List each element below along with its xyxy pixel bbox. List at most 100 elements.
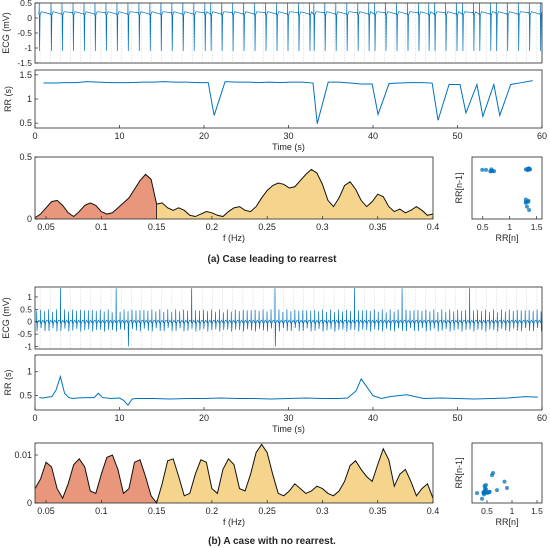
plot-area [35, 355, 542, 410]
x-tick-label: 0.05 [37, 506, 55, 516]
poincare-point [486, 490, 490, 495]
rr-chart-case-a: 0.5 1 1.5 0 10 20 30 40 50 60 RR (s) Time (s) [3, 69, 547, 152]
y-tick-label: 0.01 [14, 450, 32, 460]
plot-frame [34, 442, 434, 504]
x-tick-label: 0 [32, 131, 37, 141]
y-tick-label: 0.5 [19, 118, 32, 128]
poincare-chart-case-a: 0.5 1 1.5 RR[n-1] RR[n] [454, 156, 543, 243]
x-tick-label: 0 [32, 413, 37, 423]
x-tick-label: 0.3 [316, 222, 329, 232]
psd-chart-case-b: 0 0.01 0.05 0.1 0.15 0.2 0.25 0.3 0.35 0.4 f (Hz) [14, 442, 440, 527]
plot-frame [34, 286, 543, 350]
x-tick-label: 0.4 [427, 506, 440, 516]
poincare-point [489, 169, 494, 174]
x-tick-label: 60 [537, 131, 547, 141]
poincare-point [523, 167, 528, 172]
y-tick-label: 0 [27, 13, 32, 23]
poincare-point [495, 488, 499, 493]
plot-frame [471, 442, 543, 504]
y-tick-label: 0 [27, 214, 32, 224]
x-tick-label: 10 [114, 413, 124, 423]
x-tick-label: 50 [452, 131, 462, 141]
poincare-point [480, 496, 484, 501]
y-tick-label: -1.5 [17, 58, 32, 68]
x-tick-label: 30 [283, 131, 293, 141]
x-axis-label: RR[n] [495, 233, 518, 243]
poincare-point [481, 490, 486, 495]
y-tick-label: -0.5 [17, 28, 32, 38]
x-tick-label: 60 [537, 413, 547, 423]
x-tick-label: 0.1 [95, 222, 108, 232]
x-tick-label: 0.3 [316, 506, 329, 516]
x-tick-label: 0.2 [206, 222, 219, 232]
psd-curve [34, 443, 434, 505]
psd-chart-case-a: 0 0.5 0.05 0.1 0.15 0.2 0.25 0.3 0.35 0.4 f (Hz) [19, 152, 439, 243]
y-tick-label: 1 [27, 292, 32, 302]
x-tick-label: 40 [368, 131, 378, 141]
y-tick-label: 0 [27, 317, 32, 327]
y-axis-label: ECG (mV) [1, 297, 11, 339]
x-tick-label: 0.25 [258, 222, 276, 232]
x-tick-label: 20 [199, 413, 209, 423]
y-axis-label: RR (s) [3, 370, 13, 396]
plot-frame [471, 156, 543, 220]
poincare-point [484, 487, 488, 492]
y-tick-label: 1 [27, 94, 32, 104]
x-axis-label: f (Hz) [223, 233, 245, 243]
psd-curve [34, 168, 434, 219]
y-tick-label: 0.5 [20, 0, 32, 8]
hf-band-area [156, 169, 434, 219]
poincare-point [527, 207, 532, 212]
lf-band-area [35, 174, 157, 219]
ecg-chart-case-a: 0.5 0 -0.5 -1 -1.5 ECG (mV) [1, 0, 543, 68]
ecg-chart-case-b: 1 0.5 0 -0.5 -1 ECG (mV) [1, 286, 543, 352]
x-tick-label: 0.25 [258, 506, 276, 516]
poincare-point [505, 486, 509, 490]
y-tick-label: -1 [24, 43, 32, 53]
poincare-point [475, 491, 479, 496]
y-tick-label: -1 [24, 342, 32, 352]
poincare-point [524, 204, 529, 209]
caption-a: (a) Case leading to rearrest [208, 254, 338, 265]
x-tick-label: 0.4 [427, 222, 440, 232]
x-tick-label: 50 [452, 413, 462, 423]
y-tick-label: 1 [27, 367, 32, 377]
x-axis-label: Time (s) [272, 424, 305, 434]
x-tick-label: 40 [368, 413, 378, 423]
y-tick-label: 0 [27, 498, 32, 508]
x-tick-label: 0.1 [95, 506, 108, 516]
y-tick-label: 0.5 [19, 391, 32, 401]
poincare-point [480, 167, 485, 172]
plot-area [35, 70, 542, 128]
poincare-point [482, 483, 487, 488]
poincare-point [528, 167, 533, 172]
y-tick-label: 1.5 [19, 70, 32, 80]
plot-frame [34, 156, 434, 220]
x-tick-label: 0.2 [206, 506, 219, 516]
rr-series-line [39, 374, 538, 407]
x-tick-label: 0.15 [148, 222, 166, 232]
y-tick-label: 0.5 [20, 304, 32, 314]
poincare-point [523, 199, 528, 204]
hf-band-area [156, 444, 434, 503]
ecg-trace [35, 288, 543, 347]
x-tick-label: 0.05 [37, 222, 55, 232]
y-tick-label: -0.5 [17, 329, 32, 339]
poincare-point [502, 479, 507, 484]
y-axis-label: RR (s) [3, 86, 13, 112]
poincare-point [490, 473, 494, 478]
x-tick-label: 0.15 [148, 506, 166, 516]
x-tick-label: 1 [507, 222, 512, 232]
y-axis-label: RR[n-1] [454, 172, 464, 203]
poincare-chart-case-b: 0.5 1 1.5 RR[n-1] RR[n] [454, 442, 543, 527]
plot-area [472, 157, 542, 219]
x-tick-label: 1.5 [531, 222, 543, 232]
x-tick-label: 20 [199, 131, 209, 141]
x-tick-label: 30 [283, 413, 293, 423]
x-tick-label: 10 [114, 131, 124, 141]
y-axis-label: RR[n-1] [454, 457, 464, 488]
x-tick-label: 0.35 [369, 222, 387, 232]
x-tick-label: 0.5 [477, 222, 489, 232]
